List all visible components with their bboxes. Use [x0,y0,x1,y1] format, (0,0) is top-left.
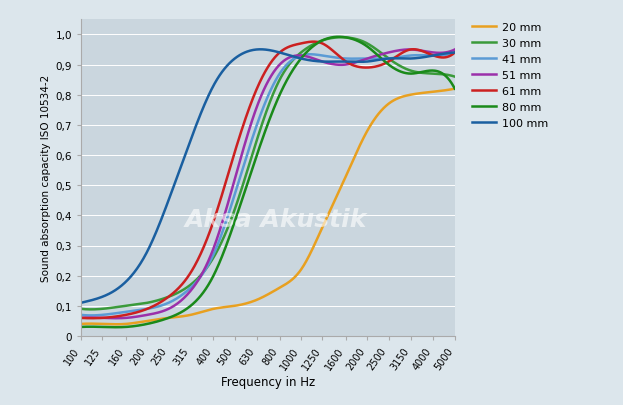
100 mm [451,51,459,56]
30 mm [328,36,335,41]
61 mm [144,307,151,311]
30 mm [144,301,151,305]
X-axis label: Frequency in Hz: Frequency in Hz [221,375,315,388]
30 mm [77,307,85,311]
80 mm [174,312,181,317]
20 mm [112,322,120,327]
51 mm [298,54,306,59]
61 mm [88,316,95,321]
100 mm [328,60,335,65]
41 mm [359,57,367,62]
61 mm [360,66,368,71]
Text: Aksa Akustik: Aksa Akustik [184,207,366,231]
20 mm [298,266,306,271]
41 mm [298,54,306,59]
20 mm [359,137,367,142]
100 mm [173,175,181,180]
51 mm [77,315,85,320]
20 mm [328,206,335,211]
51 mm [406,48,413,53]
Line: 41 mm: 41 mm [81,53,455,315]
51 mm [359,58,367,63]
100 mm [143,249,151,254]
Line: 80 mm: 80 mm [81,38,455,327]
41 mm [174,296,181,301]
61 mm [77,315,85,320]
61 mm [174,287,181,292]
100 mm [246,49,254,54]
80 mm [298,56,306,61]
100 mm [77,301,85,305]
80 mm [247,171,254,176]
80 mm [144,322,151,326]
30 mm [360,40,368,45]
Line: 30 mm: 30 mm [81,38,455,310]
30 mm [174,291,181,296]
51 mm [451,48,459,53]
41 mm [144,307,151,311]
Line: 61 mm: 61 mm [81,43,455,318]
51 mm [144,313,151,318]
20 mm [247,300,254,305]
80 mm [112,325,120,330]
Line: 100 mm: 100 mm [81,50,455,303]
80 mm [77,325,85,330]
51 mm [328,62,335,67]
80 mm [335,35,343,40]
20 mm [77,322,85,326]
30 mm [451,75,459,80]
61 mm [247,102,254,107]
61 mm [451,51,459,56]
100 mm [298,57,306,62]
41 mm [451,51,459,56]
100 mm [359,60,367,65]
Line: 20 mm: 20 mm [81,90,455,324]
30 mm [87,307,95,312]
51 mm [174,301,181,306]
20 mm [144,319,151,324]
41 mm [328,55,335,60]
20 mm [451,87,459,92]
30 mm [338,36,345,41]
61 mm [298,42,306,47]
61 mm [328,48,336,53]
61 mm [310,40,317,45]
Line: 51 mm: 51 mm [81,50,455,318]
41 mm [87,313,95,318]
30 mm [247,158,254,163]
80 mm [451,87,459,92]
Y-axis label: Sound absorption capacity ISO 10534-2: Sound absorption capacity ISO 10534-2 [41,75,51,281]
20 mm [174,315,181,320]
41 mm [77,313,85,318]
51 mm [112,316,120,321]
80 mm [360,43,368,47]
30 mm [298,50,306,55]
100 mm [256,48,264,53]
Legend: 20 mm, 30 mm, 41 mm, 51 mm, 61 mm, 80 mm, 100 mm: 20 mm, 30 mm, 41 mm, 51 mm, 61 mm, 80 mm… [472,23,548,129]
51 mm [247,123,254,128]
41 mm [247,141,254,146]
80 mm [328,36,335,41]
